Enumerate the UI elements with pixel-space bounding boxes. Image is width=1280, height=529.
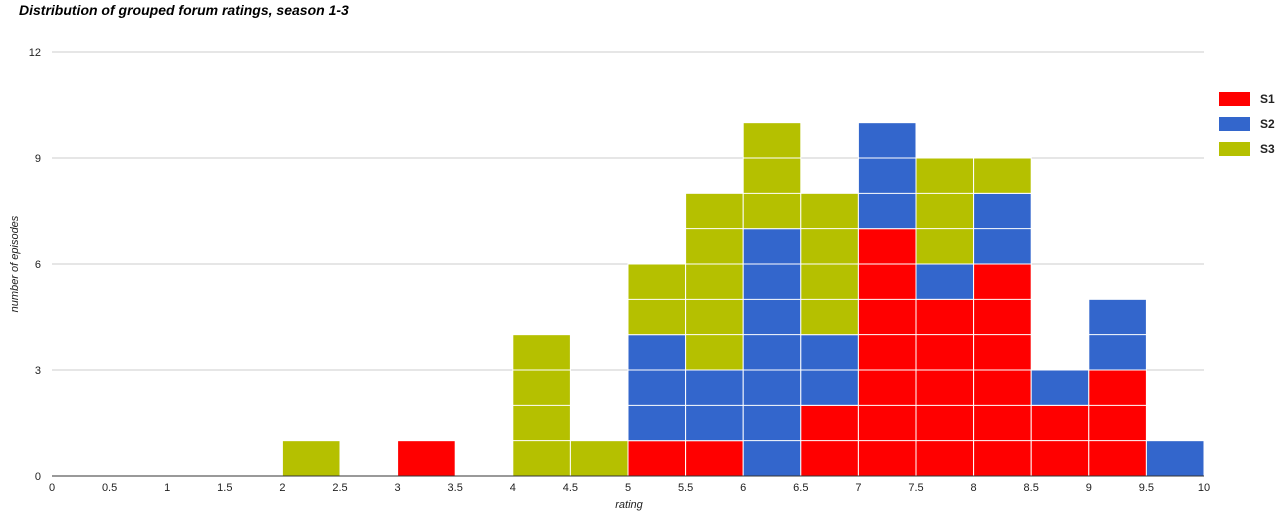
bars [281,122,1205,477]
legend-swatch-S3 [1219,142,1250,156]
bar-S1-5 [627,440,687,477]
legend-label-S2: S2 [1260,117,1275,131]
x-tick-label: 9.5 [1139,482,1154,494]
x-tick-label: 6.5 [793,482,808,494]
bar-S2-7.5 [915,263,975,300]
x-tick-label: 1 [164,482,170,494]
x-tick-label: 6 [740,482,746,494]
y-tick-label: 12 [29,47,41,59]
legend-label-S3: S3 [1260,142,1275,156]
bar-S1-7.5 [915,298,975,477]
x-tick-label: 2 [279,482,285,494]
bar-S2-8.5 [1030,369,1090,406]
x-tick-label: 3.5 [448,482,463,494]
bar-S1-7 [857,228,917,477]
bar-S3-4.5 [569,440,629,477]
y-axis-label: number of episodes [9,215,21,312]
x-tick-label: 9 [1086,482,1092,494]
bar-S3-7.5 [915,157,975,265]
x-tick-label: 8.5 [1024,482,1039,494]
x-tick-label: 1.5 [217,482,232,494]
x-tick-label: 5 [625,482,631,494]
bar-S2-5 [627,334,687,442]
x-tick-label: 0.5 [102,482,117,494]
bar-S3-2 [281,440,341,477]
y-tick-label: 6 [35,259,41,271]
legend-swatch-S2 [1219,117,1250,131]
x-tick-label: 4 [510,482,516,494]
x-tick-label: 2.5 [332,482,347,494]
x-tick-label: 5.5 [678,482,693,494]
bar-S1-5.5 [685,440,744,477]
legend: S1 S2 S3 [1219,92,1275,156]
chart-title: Distribution of grouped forum ratings, s… [19,2,349,18]
x-tick-label: 7.5 [908,482,923,494]
y-tick-label: 9 [35,153,41,165]
bar-S3-8 [973,157,1032,194]
legend-label-S1: S1 [1260,92,1275,106]
bar-S2-9.5 [1145,440,1205,477]
bar-S1-9 [1088,369,1147,477]
y-tick-labels: 0 3 6 9 12 [29,47,41,483]
x-tick-label: 0 [49,482,55,494]
x-tick-label: 10 [1198,482,1210,494]
bar-S1-3 [397,440,456,477]
bar-S3-6 [742,122,802,230]
x-tick-label: 7 [855,482,861,494]
legend-swatch-S1 [1219,92,1250,106]
x-axis-label: rating [615,499,643,511]
x-tick-label: 8 [971,482,977,494]
bar-S2-6 [742,228,802,477]
x-tick-labels: 0 0.5 1 1.5 2 2.5 3 3.5 4 4.5 5 5.5 6 6.5 7 7.5 8 8.5 9 9.5… [49,482,1210,494]
y-tick-label: 0 [35,471,41,483]
x-tick-label: 4.5 [563,482,578,494]
y-tick-label: 3 [35,365,41,377]
bar-S3-5.5 [685,192,744,371]
x-tick-label: 3 [395,482,401,494]
bar-S2-7 [857,122,917,230]
